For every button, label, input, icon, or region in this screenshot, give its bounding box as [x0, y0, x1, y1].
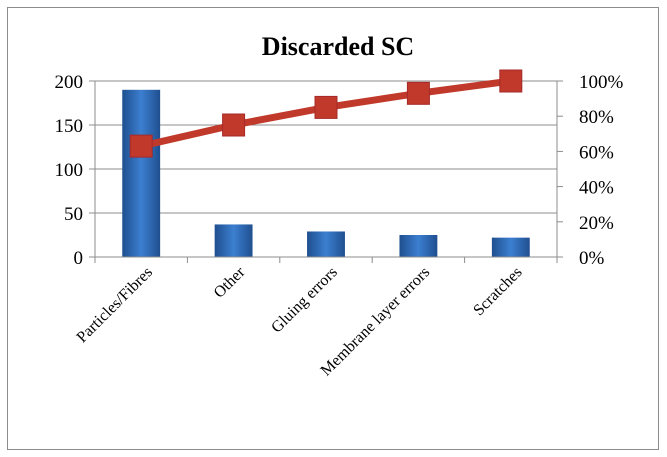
cumulative-point	[499, 69, 523, 93]
right-tick-label: 20%	[579, 213, 614, 234]
category-label: Other	[211, 263, 249, 301]
axes	[89, 80, 563, 263]
right-tick-label: 100%	[579, 72, 624, 93]
left-tick-label: 200	[55, 72, 84, 93]
left-tick-label: 100	[55, 160, 84, 181]
category-label: Scratches	[470, 264, 525, 319]
right-axis-ticks: 0% 20% 40% 60% 80% 100%	[579, 72, 624, 269]
category-label: Particles/Fibres	[74, 264, 156, 346]
bar	[491, 237, 530, 257]
category-labels: Particles/Fibres Other Gluing errorsMembra…	[74, 263, 526, 379]
grid-lines	[95, 80, 557, 214]
cumulative-point	[314, 95, 338, 119]
left-axis-ticks: 0 50 100 150 200	[55, 72, 84, 269]
left-tick-label: 0	[74, 248, 84, 269]
category-label: Gluing errors	[268, 264, 341, 337]
cumulative-point	[406, 81, 430, 105]
bar	[399, 235, 438, 257]
left-tick-label: 50	[64, 204, 83, 225]
bar	[214, 224, 253, 257]
cumulative-point	[222, 113, 246, 137]
cumulative-point	[129, 134, 153, 158]
chart-title: Discarded SC	[262, 32, 414, 61]
bars	[122, 89, 530, 257]
right-tick-label: 0%	[579, 248, 605, 269]
cumulative-line	[129, 69, 523, 158]
bar	[307, 231, 345, 257]
right-tick-label: 40%	[579, 178, 614, 199]
bar	[122, 89, 161, 257]
right-tick-label: 80%	[579, 107, 614, 128]
right-tick-label: 60%	[579, 142, 614, 163]
left-tick-label: 150	[55, 116, 84, 137]
